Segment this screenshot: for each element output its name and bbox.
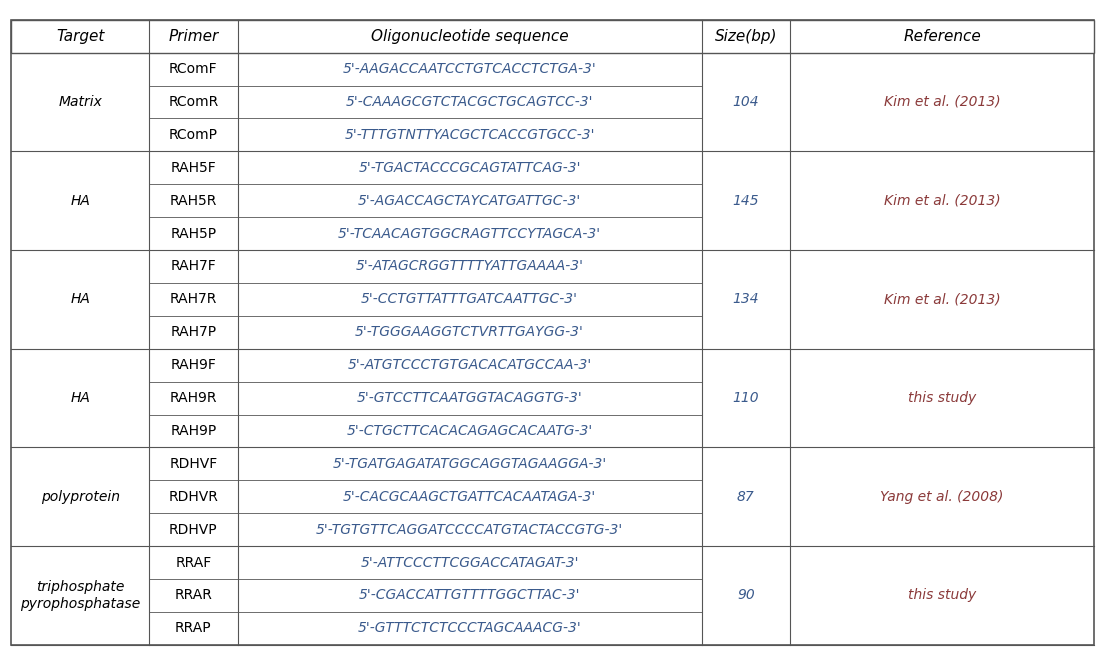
- Text: Kim et al. (2013): Kim et al. (2013): [884, 292, 1000, 307]
- Text: 5'-AAGACCAATCCTGTCACCTCTGA-3': 5'-AAGACCAATCCTGTCACCTCTGA-3': [343, 62, 597, 76]
- Text: Primer: Primer: [168, 29, 219, 43]
- Text: RComF: RComF: [169, 62, 218, 76]
- Text: RComR: RComR: [168, 95, 219, 109]
- Text: 5'-TGGGAAGGTCTVRTTGAYGG-3': 5'-TGGGAAGGTCTVRTTGAYGG-3': [355, 325, 585, 340]
- Text: 5'-TCAACAGTGGCRAGTTCCYTAGCA-3': 5'-TCAACAGTGGCRAGTTCCYTAGCA-3': [338, 226, 601, 241]
- Text: RRAP: RRAP: [175, 621, 212, 636]
- Text: Yang et al. (2008): Yang et al. (2008): [881, 490, 1003, 504]
- Text: RAH9F: RAH9F: [170, 358, 217, 372]
- Text: 90: 90: [737, 588, 755, 603]
- Text: Reference: Reference: [903, 29, 981, 43]
- Text: 134: 134: [733, 292, 759, 307]
- Text: 5'-TTTGTNTTYACGCTCACCGTGCC-3': 5'-TTTGTNTTYACGCTCACCGTGCC-3': [345, 128, 594, 142]
- Text: RAH5R: RAH5R: [170, 193, 217, 208]
- Text: 5'-GTCCTTCAATGGTACAGGTG-3': 5'-GTCCTTCAATGGTACAGGTG-3': [357, 391, 582, 405]
- Text: polyprotein: polyprotein: [41, 490, 119, 504]
- Text: HA: HA: [71, 292, 90, 307]
- Text: Kim et al. (2013): Kim et al. (2013): [884, 95, 1000, 109]
- Text: RAH9P: RAH9P: [170, 424, 217, 438]
- Text: Kim et al. (2013): Kim et al. (2013): [884, 193, 1000, 208]
- Text: 5'-CGACCATTGTTTTGGCTTAC-3': 5'-CGACCATTGTTTTGGCTTAC-3': [359, 588, 580, 603]
- Text: RDHVP: RDHVP: [169, 522, 218, 537]
- Text: 5'-CACGCAAGCTGATTCACAATAGA-3': 5'-CACGCAAGCTGATTCACAATAGA-3': [343, 490, 597, 504]
- Text: this study: this study: [908, 588, 976, 603]
- Text: 5'-TGACTACCCGCAGTATTCAG-3': 5'-TGACTACCCGCAGTATTCAG-3': [358, 161, 581, 175]
- Text: 145: 145: [733, 193, 759, 208]
- Text: 87: 87: [737, 490, 755, 504]
- Text: RRAR: RRAR: [175, 588, 212, 603]
- Text: Oligonucleotide sequence: Oligonucleotide sequence: [371, 29, 568, 43]
- Text: 5'-CCTGTTATTTGATCAATTGC-3': 5'-CCTGTTATTTGATCAATTGC-3': [361, 292, 578, 307]
- Text: 5'-ATGTCCCTGTGACACATGCCAA-3': 5'-ATGTCCCTGTGACACATGCCAA-3': [347, 358, 592, 372]
- Text: RDHVR: RDHVR: [168, 490, 219, 504]
- Text: 5'-CAAAGCGTCTACGCTGCAGTCC-3': 5'-CAAAGCGTCTACGCTGCAGTCC-3': [346, 95, 593, 109]
- Text: RRAF: RRAF: [176, 555, 211, 570]
- Text: Target: Target: [56, 29, 104, 43]
- Text: 104: 104: [733, 95, 759, 109]
- Text: RAH5F: RAH5F: [170, 161, 217, 175]
- Text: RAH7P: RAH7P: [170, 325, 217, 340]
- Text: RComP: RComP: [169, 128, 218, 142]
- Text: Matrix: Matrix: [59, 95, 102, 109]
- Text: RAH7F: RAH7F: [170, 259, 217, 274]
- Text: 5'-GTTTCTCTCCCTAGCAAACG-3': 5'-GTTTCTCTCCCTAGCAAACG-3': [358, 621, 581, 636]
- Text: 5'-ATTCCCTTCGGACCATAGAT-3': 5'-ATTCCCTTCGGACCATAGAT-3': [360, 555, 579, 570]
- Text: 5'-ATAGCRGGTTTTYATTGAAAA-3': 5'-ATAGCRGGTTTTYATTGAAAA-3': [356, 259, 583, 274]
- Text: 5'-TGATGAGATATGGCAGGTAGAAGGA-3': 5'-TGATGAGATATGGCAGGTAGAAGGA-3': [333, 457, 607, 471]
- Text: this study: this study: [908, 391, 976, 405]
- Text: triphosphate
pyrophosphatase: triphosphate pyrophosphatase: [20, 580, 140, 611]
- Text: RDHVF: RDHVF: [169, 457, 218, 471]
- Text: RAH9R: RAH9R: [170, 391, 217, 405]
- Bar: [11, 20, 1094, 53]
- Text: 5'-TGTGTTCAGGATCCCCATGTACTACCGTG-3': 5'-TGTGTTCAGGATCCCCATGTACTACCGTG-3': [316, 522, 623, 537]
- Text: HA: HA: [71, 391, 90, 405]
- Text: RAH5P: RAH5P: [170, 226, 217, 241]
- Text: RAH7R: RAH7R: [170, 292, 217, 307]
- Text: 110: 110: [733, 391, 759, 405]
- Text: HA: HA: [71, 193, 90, 208]
- Text: 5'-AGACCAGCTAYCATGATTGC-3': 5'-AGACCAGCTAYCATGATTGC-3': [358, 193, 581, 208]
- Text: 5'-CTGCTTCACACAGAGCACAATG-3': 5'-CTGCTTCACACAGAGCACAATG-3': [347, 424, 592, 438]
- Text: Size(bp): Size(bp): [715, 29, 777, 43]
